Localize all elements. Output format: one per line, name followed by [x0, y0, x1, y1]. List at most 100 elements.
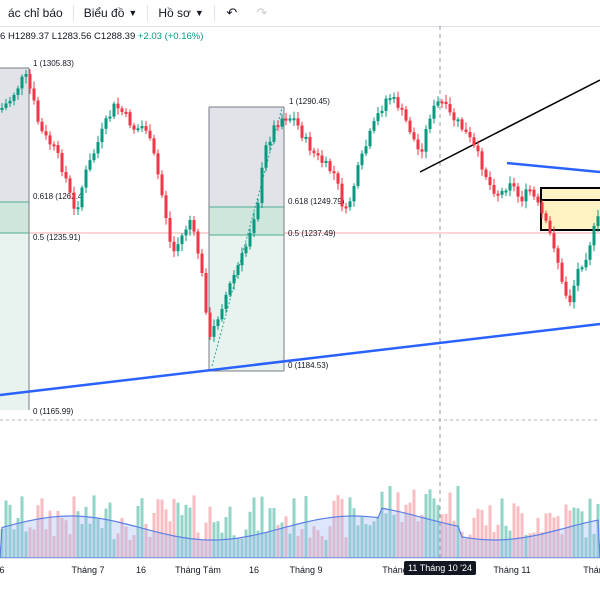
- fib-left-zone-mid: [0, 202, 29, 233]
- candle-body: [256, 203, 260, 220]
- volume-bar: [256, 530, 260, 558]
- chart-menu-button[interactable]: Biểu đồ ▼: [76, 0, 146, 26]
- volume-bar: [560, 534, 564, 558]
- candle-body: [192, 220, 196, 232]
- volume-bar: [280, 522, 284, 558]
- indicators-button[interactable]: ác chỉ báo: [0, 0, 71, 26]
- candle-body: [180, 235, 184, 245]
- volume-bar: [8, 504, 12, 558]
- candle-body: [20, 76, 24, 89]
- candle-body: [452, 112, 456, 121]
- volume-bar: [88, 523, 92, 558]
- volume-bar: [224, 517, 228, 558]
- undo-button[interactable]: ↶: [217, 0, 247, 26]
- fib-left-zone-top: [0, 68, 29, 202]
- candle-body: [140, 126, 144, 129]
- volume-bar: [76, 511, 80, 558]
- support-trendline[interactable]: [0, 322, 600, 397]
- candle-body: [380, 110, 384, 114]
- candle-body: [164, 195, 168, 219]
- volume-bar: [96, 518, 100, 558]
- volume-bar: [360, 516, 364, 558]
- volume-bar: [324, 539, 328, 558]
- candle-body: [320, 155, 324, 163]
- candle-body: [400, 107, 404, 110]
- candle-body: [312, 150, 316, 154]
- candle-body: [292, 118, 296, 121]
- volume-bar: [192, 495, 196, 558]
- candle-body: [584, 259, 588, 268]
- volume-bar: [520, 513, 524, 558]
- volume-bar: [12, 529, 16, 558]
- profile-menu-button[interactable]: Hồ sơ ▼: [150, 0, 211, 26]
- volume-bar: [584, 537, 588, 558]
- candle-body: [524, 189, 528, 202]
- candle-body: [512, 183, 516, 187]
- volume-bar: [272, 508, 276, 558]
- volume-bar: [16, 518, 20, 558]
- volume-bar: [124, 526, 128, 558]
- volume-bar: [484, 525, 488, 558]
- candle-body: [196, 231, 200, 254]
- legend-high: H1289.37: [7, 31, 50, 42]
- volume-bar: [428, 489, 432, 558]
- volume-bar: [356, 525, 360, 558]
- redo-icon: ↷: [256, 5, 268, 20]
- candle-body: [388, 98, 392, 101]
- candle-body: [508, 183, 512, 191]
- chevron-down-icon: ▼: [194, 8, 204, 18]
- candle-body: [80, 187, 84, 208]
- volume-bar: [416, 521, 420, 558]
- fib-left-label-05: 0.5 (1235.91): [33, 233, 81, 242]
- candle-body: [284, 118, 288, 121]
- candle-body: [64, 172, 68, 179]
- volume-bar: [400, 521, 404, 558]
- candle-body: [428, 118, 432, 130]
- price-chart[interactable]: 1 (1305.83) 0.618 (1262.4 0.5 (1235.91) …: [0, 26, 600, 558]
- fib-right-zone-bottom: [209, 235, 284, 371]
- candle-body: [304, 137, 308, 140]
- candle-body: [96, 142, 100, 154]
- candle-body: [248, 233, 252, 247]
- volume-bar: [316, 530, 320, 558]
- volume-bar: [108, 502, 112, 558]
- volume-bar: [352, 508, 356, 558]
- candle-body: [112, 103, 116, 117]
- candle-body: [228, 283, 232, 295]
- volume-bar: [408, 502, 412, 558]
- volume-bar: [500, 498, 504, 558]
- undo-icon: ↶: [226, 5, 238, 20]
- candle-body: [116, 103, 120, 109]
- volume-bar: [32, 529, 36, 558]
- volume-bar: [296, 536, 300, 558]
- fib-right-diagonal: [211, 107, 283, 367]
- volume-bar: [148, 536, 152, 558]
- black-trendline[interactable]: [419, 79, 600, 173]
- volume-bar: [100, 528, 104, 558]
- candle-body: [420, 149, 424, 152]
- volume-bar: [512, 503, 516, 558]
- redo-button[interactable]: ↷: [247, 0, 277, 26]
- volume-bar: [248, 511, 252, 558]
- candle-body: [12, 94, 16, 101]
- volume-bar: [588, 498, 592, 558]
- time-axis[interactable]: 6 Tháng 7 16 Tháng Tám 16 Tháng 9 Tháng Tháng 1…: [0, 558, 600, 581]
- volume-bar: [480, 510, 484, 558]
- candle-body: [28, 74, 32, 89]
- volume-bar: [516, 506, 520, 558]
- volume-bar: [404, 504, 408, 558]
- time-axis-label: Tháng 9: [289, 565, 323, 575]
- candle-body: [32, 88, 36, 101]
- candle-body: [188, 220, 192, 230]
- volume-bar: [144, 523, 148, 558]
- candle-body: [392, 97, 396, 100]
- time-axis-label: Tháng: [382, 565, 408, 575]
- volume-bar: [476, 508, 480, 558]
- volume-bar: [244, 529, 248, 558]
- resistance-trendline[interactable]: [506, 161, 600, 174]
- volume-bar: [300, 529, 304, 558]
- candle-body: [60, 152, 64, 173]
- time-axis-label: Tháng 7: [71, 565, 105, 575]
- volume-bar: [472, 517, 476, 558]
- volume-bar: [436, 504, 440, 558]
